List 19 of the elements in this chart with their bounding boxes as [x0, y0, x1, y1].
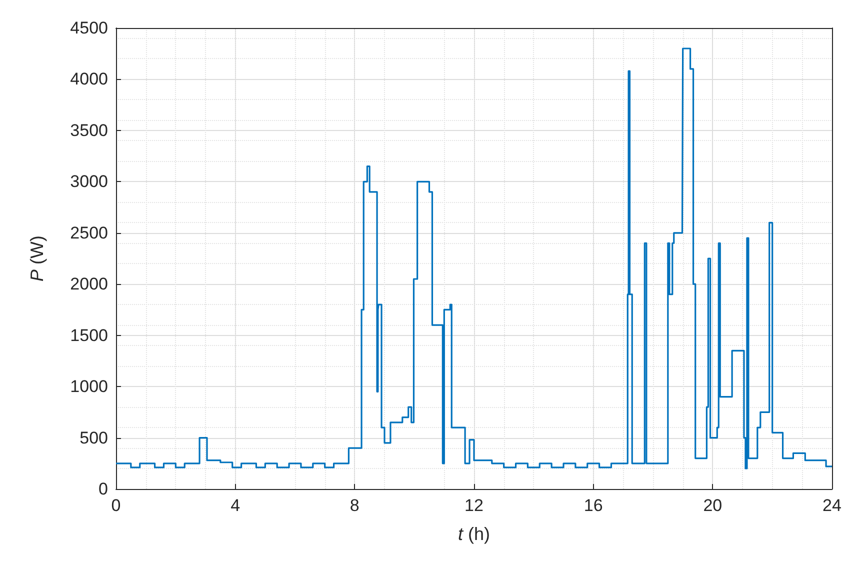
y-tick-label: 2500 [70, 223, 108, 242]
y-tick-label: 4500 [70, 18, 108, 38]
y-tick-label: 0 [98, 480, 108, 498]
y-axis-title: P (W) [27, 236, 47, 282]
y-tick-label: 1500 [70, 326, 108, 345]
x-tick-label: 16 [584, 496, 603, 515]
y-tick-label: 2000 [70, 274, 108, 294]
x-tick-label: 12 [464, 496, 484, 515]
x-tick-label: 0 [111, 496, 121, 515]
y-tick-label: 3500 [70, 120, 108, 140]
x-tick-label: 4 [230, 496, 240, 515]
x-tick-label: 20 [703, 496, 722, 515]
x-tick-label: 8 [350, 496, 360, 515]
x-tick-label: 24 [822, 496, 842, 515]
x-axis-title: t (h) [458, 524, 490, 544]
y-tick-label: 500 [80, 428, 108, 448]
y-tick-label: 4000 [70, 70, 108, 89]
y-tick-label: 3000 [70, 172, 108, 192]
y-tick-label: 1000 [70, 377, 108, 396]
